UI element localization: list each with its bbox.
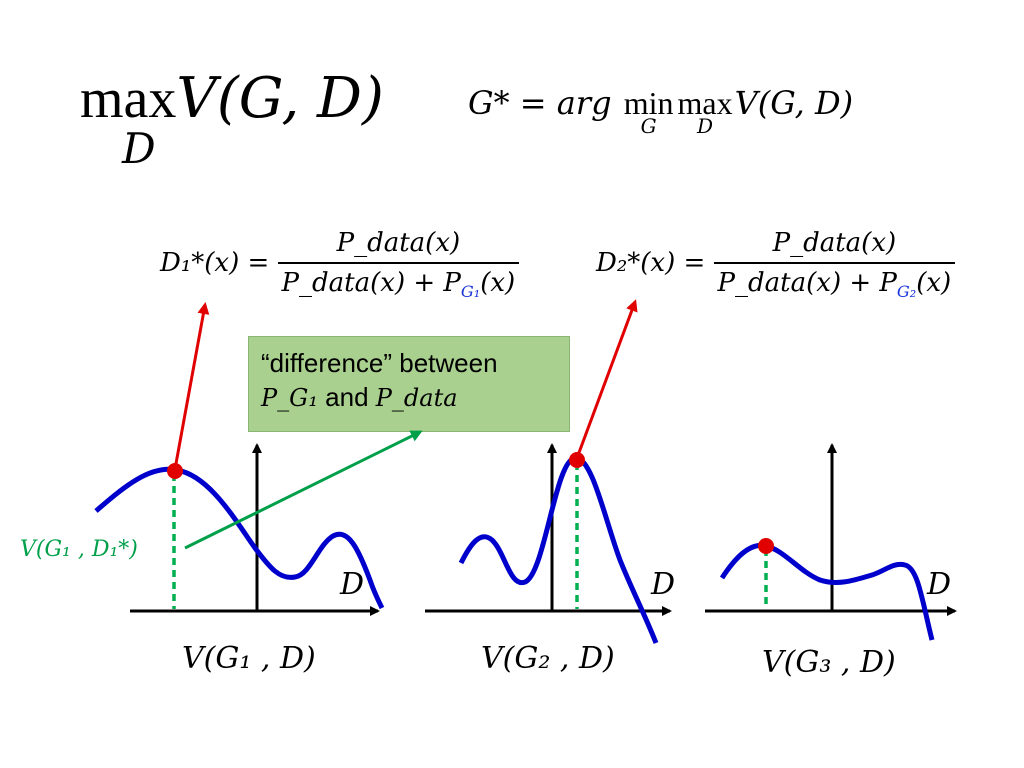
- plot2-max-marker: [569, 452, 585, 468]
- plot2-axes: [425, 443, 672, 616]
- min-operator: min G: [623, 85, 674, 138]
- max-operator-small: max D: [677, 85, 733, 138]
- plot2-caption: V(G₂ , D): [481, 641, 615, 676]
- plot1-axis-label: D: [340, 567, 365, 602]
- red-arrow-d2: [575, 299, 638, 459]
- d1-fraction: P_data(x) P_data(x) + PG₁(x): [277, 228, 520, 302]
- objective-expression: V(G, D): [176, 66, 384, 131]
- d1-denominator: P_data(x) + PG₁(x): [281, 268, 516, 302]
- d1-lhs: D₁*(x) =: [160, 248, 270, 278]
- plot1-axes: [130, 443, 380, 616]
- callout-line2: P_G₁ and P_data: [261, 381, 458, 412]
- max-subscript: D: [122, 124, 156, 173]
- d1-numerator: P_data(x): [277, 228, 520, 264]
- d2-denominator: P_data(x) + PG₂(x): [717, 268, 952, 302]
- difference-callout: “difference” between P_G₁ and P_data: [248, 336, 570, 432]
- callout-line1: “difference” between: [261, 348, 498, 378]
- d1-optimal-equation: D₁*(x) = P_data(x) P_data(x) + PG₁(x): [160, 228, 520, 302]
- plot3-max-marker: [758, 538, 774, 554]
- plot2-curve: [458, 455, 659, 644]
- red-arrow-d1: [173, 302, 210, 470]
- d2-fraction: P_data(x) P_data(x) + PG₂(x): [713, 228, 956, 302]
- plot3-caption: V(G₃ , D): [762, 645, 896, 680]
- plot1-max-marker: [167, 463, 183, 479]
- g-star-lhs: G* = arg: [468, 84, 612, 122]
- plot3-axis-label: D: [927, 567, 952, 602]
- d2-lhs: D₂*(x) =: [596, 248, 706, 278]
- g-star-expression: V(G, D): [734, 84, 854, 122]
- value-at-optimum-label: V(G₁ , D₁*): [20, 537, 138, 562]
- plot3-curve: [719, 542, 935, 641]
- green-arrow: [184, 430, 423, 550]
- max-operator: max: [80, 68, 177, 130]
- plot1-caption: V(G₁ , D): [182, 641, 316, 676]
- plot2-axis-label: D: [651, 567, 676, 602]
- objective-title: maxV(G, D) D: [80, 66, 384, 173]
- d2-optimal-equation: D₂*(x) = P_data(x) P_data(x) + PG₂(x): [596, 228, 956, 302]
- d2-numerator: P_data(x): [713, 228, 956, 264]
